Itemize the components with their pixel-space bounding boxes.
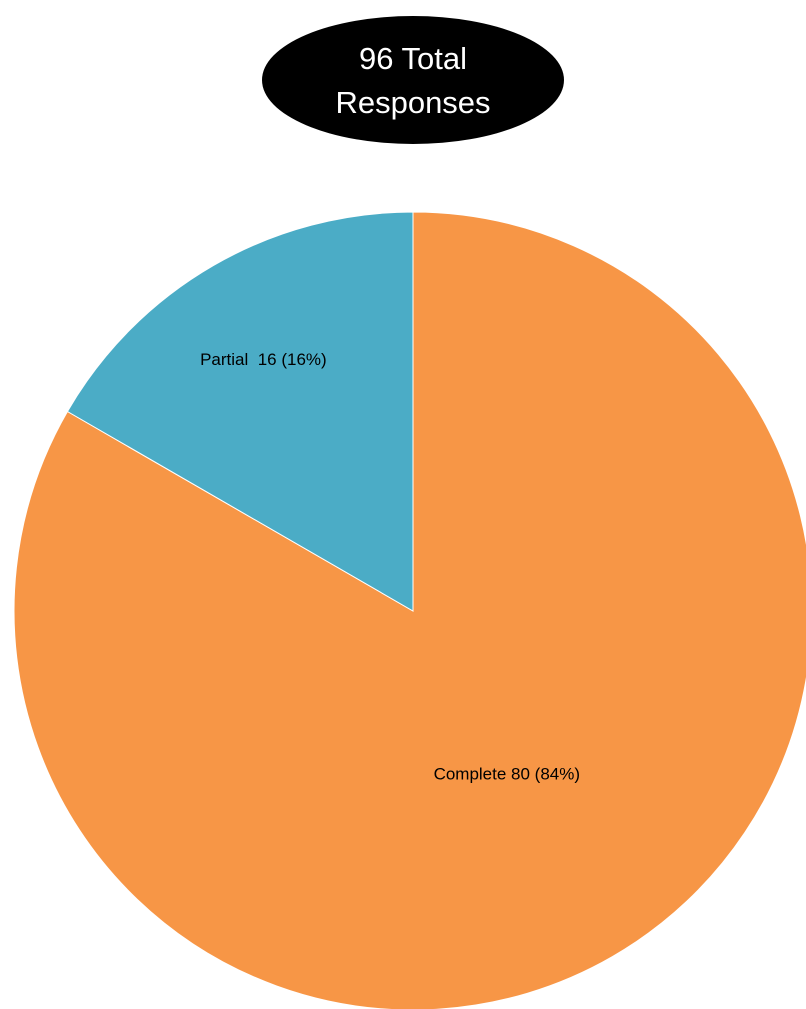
pie-slice-complete [13,211,806,1009]
pie-slices [13,211,806,1009]
total-badge: 96 Total Responses [262,16,564,144]
total-badge-line-2: Responses [335,85,490,120]
pie-slice-partial [66,211,414,612]
pie-labels: Complete 80 (84%) Partial 16 (16%) [200,350,580,784]
total-badge-line-1: 96 Total [359,41,467,76]
pie-label-partial: Partial 16 (16%) [200,350,327,369]
pie-label-complete: Complete 80 (84%) [434,764,580,783]
total-badge-ellipse [262,16,564,144]
